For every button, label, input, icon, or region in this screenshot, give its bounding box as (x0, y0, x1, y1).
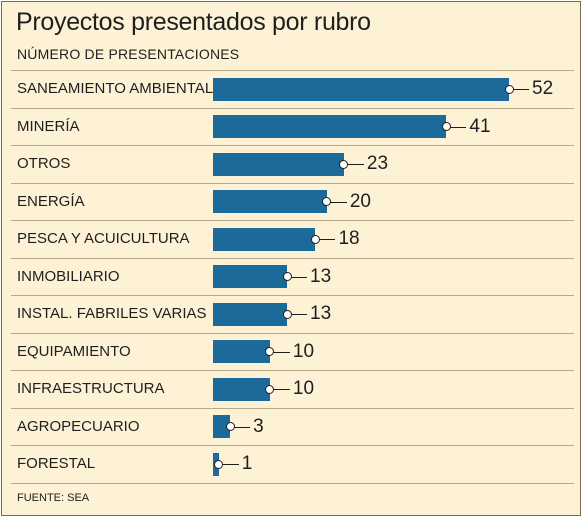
value-leader-line (343, 164, 364, 165)
category-label: AGROPECUARIO (17, 417, 140, 435)
bar (213, 227, 316, 251)
value-label: 3 (253, 415, 264, 437)
value-label: 13 (310, 265, 332, 287)
value-leader-line (230, 426, 251, 428)
value-leader-line (326, 201, 347, 203)
bar (213, 265, 287, 288)
chart-subtitle: NÚMERO DE PRESENTACIONES (17, 46, 240, 62)
bar (213, 152, 344, 176)
value-marker (504, 84, 514, 94)
row-separator (11, 295, 574, 297)
value-marker (441, 122, 451, 131)
value-label: 41 (469, 115, 491, 137)
category-label: INMOBILIARIO (17, 267, 120, 285)
bar (213, 302, 287, 326)
value-leader-line (269, 351, 290, 353)
value-marker (339, 159, 349, 169)
row-separator (11, 445, 574, 447)
bar (213, 77, 509, 101)
chart-title: Proyectos presentados por rubro (16, 8, 371, 36)
value-label: 18 (338, 228, 360, 249)
category-label: MINERÍA (17, 117, 80, 135)
row-separator (11, 220, 574, 222)
value-marker (282, 309, 292, 319)
row-separator (11, 332, 574, 334)
value-leader-line (218, 464, 239, 465)
value-marker (265, 384, 275, 394)
category-label: PESCA Y ACUICULTURA (17, 230, 190, 247)
value-leader-line (269, 389, 290, 390)
value-marker (225, 422, 235, 431)
category-label: SANEAMIENTO AMBIENTAL (17, 80, 214, 97)
source-note: FUENTE: SEA (17, 492, 90, 504)
value-marker (310, 234, 320, 244)
bar (213, 190, 327, 213)
value-label: 13 (310, 303, 332, 324)
row-separator (11, 257, 574, 259)
category-label: ENERGÍA (17, 192, 85, 210)
value-leader-line (446, 126, 467, 128)
category-label: FORESTAL (17, 455, 96, 472)
row-separator (11, 107, 574, 109)
row-separator (11, 482, 574, 484)
category-label: INSTAL. FABRILES VARIAS (17, 305, 207, 322)
category-label: OTROS (17, 155, 71, 172)
value-label: 10 (292, 378, 315, 399)
category-label: EQUIPAMIENTO (17, 342, 131, 360)
value-label: 1 (241, 453, 253, 474)
bar (213, 340, 270, 363)
category-label: INFRAESTRUCTURA (17, 380, 165, 397)
value-leader-line (315, 239, 336, 240)
bar (213, 415, 231, 438)
row-separator (11, 182, 574, 184)
value-leader-line (287, 314, 307, 315)
row-separator (11, 145, 574, 147)
value-label: 10 (292, 340, 315, 362)
value-marker (322, 197, 332, 206)
value-leader-line (509, 89, 529, 90)
value-marker (214, 459, 224, 469)
row-separator (11, 370, 574, 372)
row-separator (11, 407, 574, 409)
bar (213, 377, 270, 401)
bar (213, 115, 447, 138)
value-label: 52 (532, 78, 554, 99)
value-label: 23 (366, 153, 389, 174)
value-leader-line (287, 276, 307, 278)
value-label: 20 (349, 190, 371, 212)
value-marker (265, 347, 275, 356)
row-separator (11, 70, 574, 72)
value-marker (282, 272, 292, 281)
